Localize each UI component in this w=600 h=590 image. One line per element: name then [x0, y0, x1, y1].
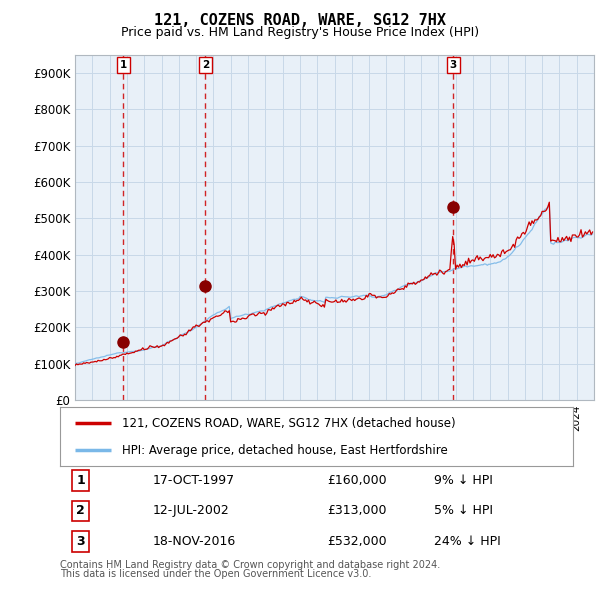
Text: HPI: Average price, detached house, East Hertfordshire: HPI: Average price, detached house, East… — [122, 444, 448, 457]
Text: 17-OCT-1997: 17-OCT-1997 — [152, 474, 235, 487]
Text: £313,000: £313,000 — [327, 504, 386, 517]
Text: 3: 3 — [76, 535, 85, 548]
Text: 5% ↓ HPI: 5% ↓ HPI — [434, 504, 493, 517]
Text: Contains HM Land Registry data © Crown copyright and database right 2024.: Contains HM Land Registry data © Crown c… — [60, 560, 440, 571]
Text: 121, COZENS ROAD, WARE, SG12 7HX: 121, COZENS ROAD, WARE, SG12 7HX — [154, 13, 446, 28]
Text: This data is licensed under the Open Government Licence v3.0.: This data is licensed under the Open Gov… — [60, 569, 371, 579]
Text: 3: 3 — [450, 60, 457, 70]
Text: 9% ↓ HPI: 9% ↓ HPI — [434, 474, 493, 487]
Text: 2: 2 — [202, 60, 209, 70]
Text: 1: 1 — [119, 60, 127, 70]
Text: £160,000: £160,000 — [327, 474, 386, 487]
Text: 18-NOV-2016: 18-NOV-2016 — [152, 535, 236, 548]
Text: 12-JUL-2002: 12-JUL-2002 — [152, 504, 229, 517]
Text: Price paid vs. HM Land Registry's House Price Index (HPI): Price paid vs. HM Land Registry's House … — [121, 26, 479, 39]
Text: 2: 2 — [76, 504, 85, 517]
Text: 1: 1 — [76, 474, 85, 487]
Text: 24% ↓ HPI: 24% ↓ HPI — [434, 535, 501, 548]
Text: 121, COZENS ROAD, WARE, SG12 7HX (detached house): 121, COZENS ROAD, WARE, SG12 7HX (detach… — [122, 417, 455, 430]
Text: £532,000: £532,000 — [327, 535, 386, 548]
